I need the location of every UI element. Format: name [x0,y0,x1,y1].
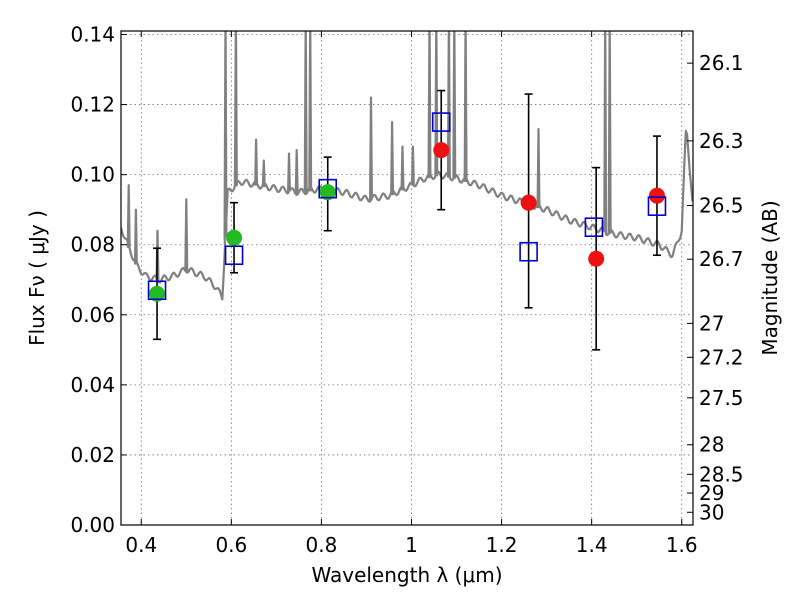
x-tick-label: 1.2 [486,533,518,557]
right-tick-label: 30 [699,500,724,524]
model-spectrum-line [121,31,693,301]
data-point-square [318,178,338,199]
axis-ticks: 0.4 0.6 0.8 1 1.2 1.4 1.6 0.00 0.02 0.04 0.06 0.08 0… [70,23,743,557]
y-tick-label: 0.06 [70,303,115,327]
y-tick-label: 0.10 [70,163,115,187]
x-tick-label: 1 [405,533,418,557]
y-tick-label: 0.12 [70,93,115,117]
x-tick-label: 0.6 [215,533,247,557]
y-axis-right-label: Magnitude (AB) [758,200,782,355]
data-point-square [224,245,244,266]
right-tick-label: 26.1 [699,51,744,75]
y-tick-label: 0.08 [70,233,115,257]
y-tick-label: 0.02 [70,443,115,467]
right-tick-label: 28.5 [699,462,744,486]
right-tick-label: 27.2 [699,345,744,369]
right-tick-label: 26.3 [699,129,744,153]
data-point-square [147,280,167,301]
x-tick-label: 1.4 [576,533,608,557]
y-tick-label: 0.04 [70,373,115,397]
data-point-square [647,196,667,216]
data-markers [147,112,667,302]
spectrum-path [121,31,693,301]
y-axis-label: Flux Fν ( μJy ) [25,210,49,346]
plot-frame [120,30,694,526]
right-tick-label: 26.7 [699,247,744,271]
x-tick-label: 0.8 [306,533,338,557]
data-point-circle [226,229,243,246]
right-tick-label: 27.5 [699,386,744,410]
x-tick-label: 1.6 [666,533,698,557]
data-point-square [431,112,451,132]
data-point-circle [149,285,166,302]
right-tick-label: 28 [699,433,724,457]
right-tick-label: 26.5 [699,193,744,217]
data-point-circle [588,250,605,267]
x-axis-label: Wavelength λ (μm) [311,563,502,587]
data-point-circle [319,184,336,201]
data-point-square [519,241,538,262]
data-point-circle [648,187,665,204]
y-tick-label: 0.14 [70,23,115,47]
x-tick-label: 0.4 [125,533,157,557]
data-point-circle [433,142,450,159]
grid-lines [121,31,693,526]
right-tick-label: 27 [699,311,724,335]
y-tick-label: 0.00 [70,513,115,537]
data-point-square [584,217,604,237]
data-point-circle [520,194,537,211]
right-tick-label: 29 [699,481,724,505]
